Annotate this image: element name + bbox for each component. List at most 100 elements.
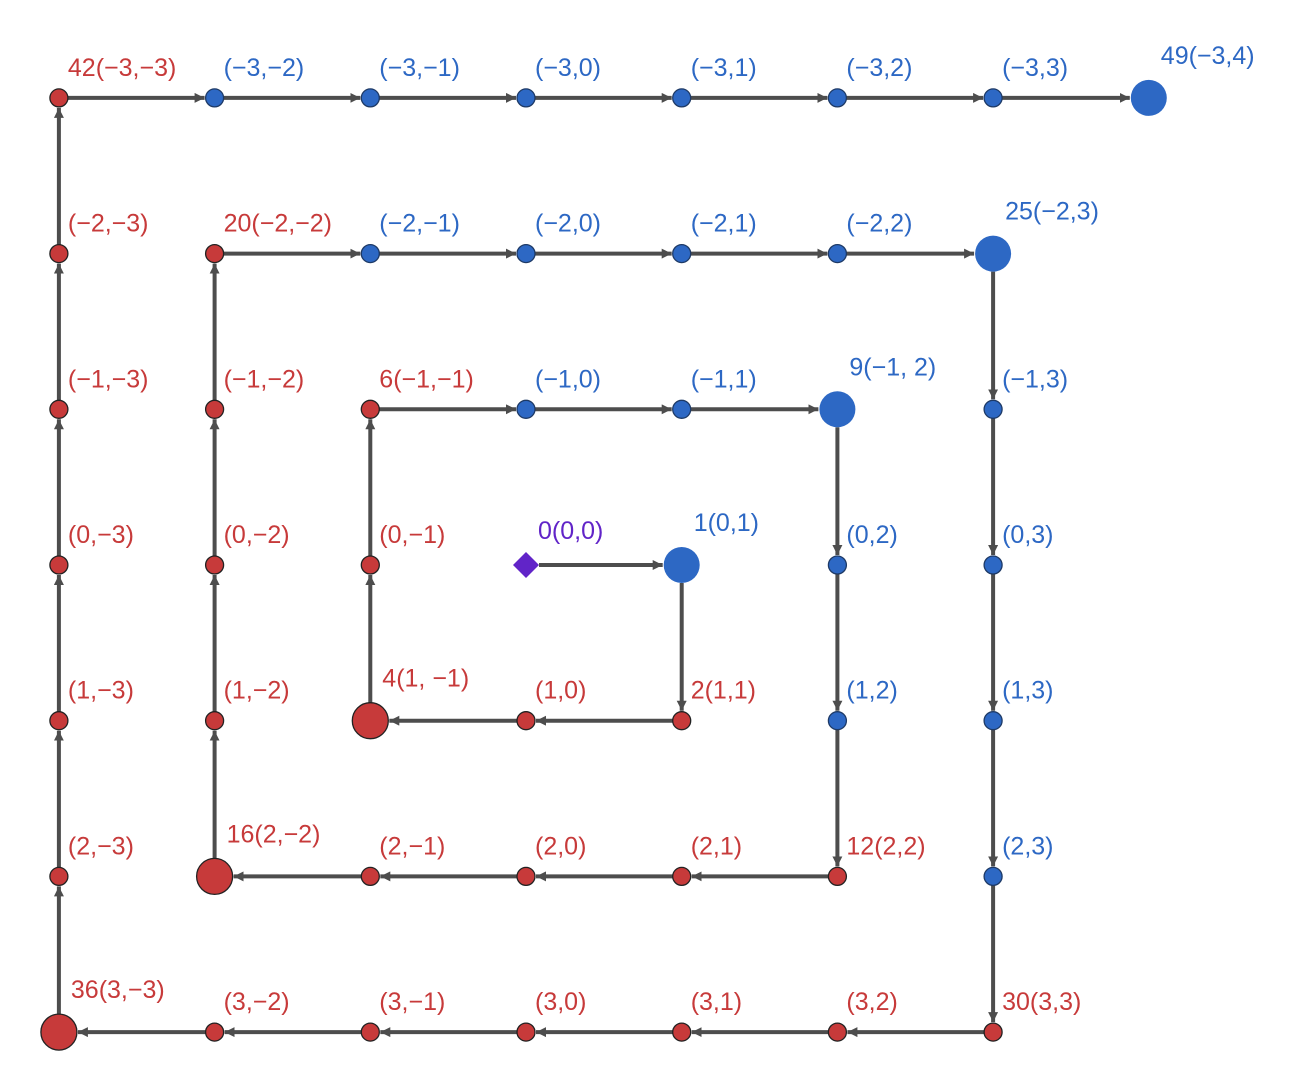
grid-node (204, 243, 225, 264)
grid-node (49, 399, 69, 419)
grid-node (516, 243, 536, 264)
grid-node (983, 711, 1003, 731)
grid-node (516, 711, 536, 731)
grid-node (49, 88, 69, 108)
grid-node (983, 88, 1003, 108)
node-label: (0,−2) (224, 521, 290, 549)
node-label: (0,−1) (379, 521, 445, 549)
node-label: (0,3) (1002, 521, 1053, 549)
node-label: (1,−3) (68, 677, 134, 705)
node-label: 1(0,1) (694, 509, 759, 537)
grid-node (360, 866, 380, 887)
node-label: (−1,1) (691, 365, 757, 393)
grid-node (49, 866, 69, 887)
node-label: (2,3) (1002, 832, 1053, 860)
grid-node (983, 1022, 1003, 1042)
grid-node (827, 243, 848, 264)
node-label: (3,0) (535, 988, 586, 1016)
node-label: (2,1) (691, 832, 742, 860)
grid-node (360, 88, 380, 108)
nodes (40, 79, 1167, 1051)
node-label: (−1,−2) (224, 365, 305, 393)
grid-node (672, 866, 692, 887)
node-label: 49(−3,4) (1161, 42, 1255, 70)
milestone-node (195, 857, 234, 896)
node-label: (3,1) (691, 988, 742, 1016)
node-label: (1,0) (535, 677, 586, 705)
node-label: 16(2,−2) (227, 820, 321, 848)
grid-node (672, 88, 692, 108)
grid-node (516, 1022, 536, 1042)
grid-node (204, 1022, 225, 1042)
grid-node (672, 399, 692, 419)
grid-node (516, 399, 536, 419)
origin-node-diamond (513, 552, 539, 578)
grid-node (360, 399, 380, 419)
node-label: (1,2) (846, 677, 897, 705)
grid-node (827, 88, 848, 108)
node-label: 2(1,1) (691, 677, 756, 705)
milestone-node (40, 1013, 78, 1051)
node-label: (−3,2) (846, 54, 912, 82)
milestone-node (663, 547, 700, 583)
node-label: 6(−1,−1) (379, 365, 474, 393)
node-label: 30(3,3) (1002, 988, 1081, 1016)
grid-node (204, 399, 225, 419)
node-label: (1,3) (1002, 677, 1053, 705)
grid-node (672, 1022, 692, 1042)
node-label: (−1,3) (1002, 365, 1068, 393)
milestone-node (819, 391, 856, 428)
node-label: 4(1, −1) (382, 665, 469, 693)
grid-node (983, 555, 1003, 575)
grid-node (204, 711, 225, 731)
grid-node (360, 1022, 380, 1042)
grid-node (204, 88, 225, 108)
node-label: (2,−1) (379, 832, 445, 860)
grid-node (360, 555, 380, 575)
grid-node (983, 866, 1003, 887)
node-label: (−3,3) (1002, 54, 1068, 82)
origin-node-label: 0(0,0) (538, 517, 603, 545)
node-label: (1,−2) (224, 677, 290, 705)
milestone-node (1130, 79, 1167, 116)
grid-node (360, 243, 380, 264)
grid-node (49, 555, 69, 575)
node-label: 9(−1, 2) (849, 353, 936, 381)
node-label: (−2,−3) (68, 210, 149, 238)
grid-node (204, 555, 225, 575)
grid-node (983, 399, 1003, 419)
node-label: (−2,−1) (379, 210, 460, 238)
node-label: (2,−3) (68, 832, 134, 860)
node-label: (−3,1) (691, 54, 757, 82)
grid-node (516, 866, 536, 887)
node-label: (−3,0) (535, 54, 601, 82)
grid-node (827, 866, 848, 887)
edges (53, 92, 1130, 1038)
grid-node (49, 711, 69, 731)
node-label: (3,2) (846, 988, 897, 1016)
node-label: 36(3,−3) (71, 976, 165, 1004)
grid-node (827, 1022, 848, 1042)
grid-node (672, 711, 692, 731)
node-label: (−3,−2) (224, 54, 305, 82)
node-label: (−1,−3) (68, 365, 149, 393)
node-label: (2,0) (535, 832, 586, 860)
grid-node (827, 555, 848, 575)
node-label: 20(−2,−2) (224, 210, 332, 238)
milestone-node (351, 702, 389, 740)
node-label: (−2,0) (535, 210, 601, 238)
node-label: 42(−3,−3) (68, 54, 176, 82)
node-label: (3,−1) (379, 988, 445, 1016)
node-label: (3,−2) (224, 988, 290, 1016)
grid-node (516, 88, 536, 108)
node-label: (−2,1) (691, 210, 757, 238)
node-label: (−3,−1) (379, 54, 460, 82)
node-label: 25(−2,3) (1005, 198, 1099, 226)
grid-node (827, 711, 848, 731)
node-label: (−1,0) (535, 365, 601, 393)
node-label: (0,−3) (68, 521, 134, 549)
milestone-node (975, 235, 1012, 272)
grid-node (49, 243, 69, 264)
labels: 0(0,0) 1(0,1) 2(1,1) (1,0) 4(1, −1) (0,−1) 6(−… (68, 42, 1255, 1016)
